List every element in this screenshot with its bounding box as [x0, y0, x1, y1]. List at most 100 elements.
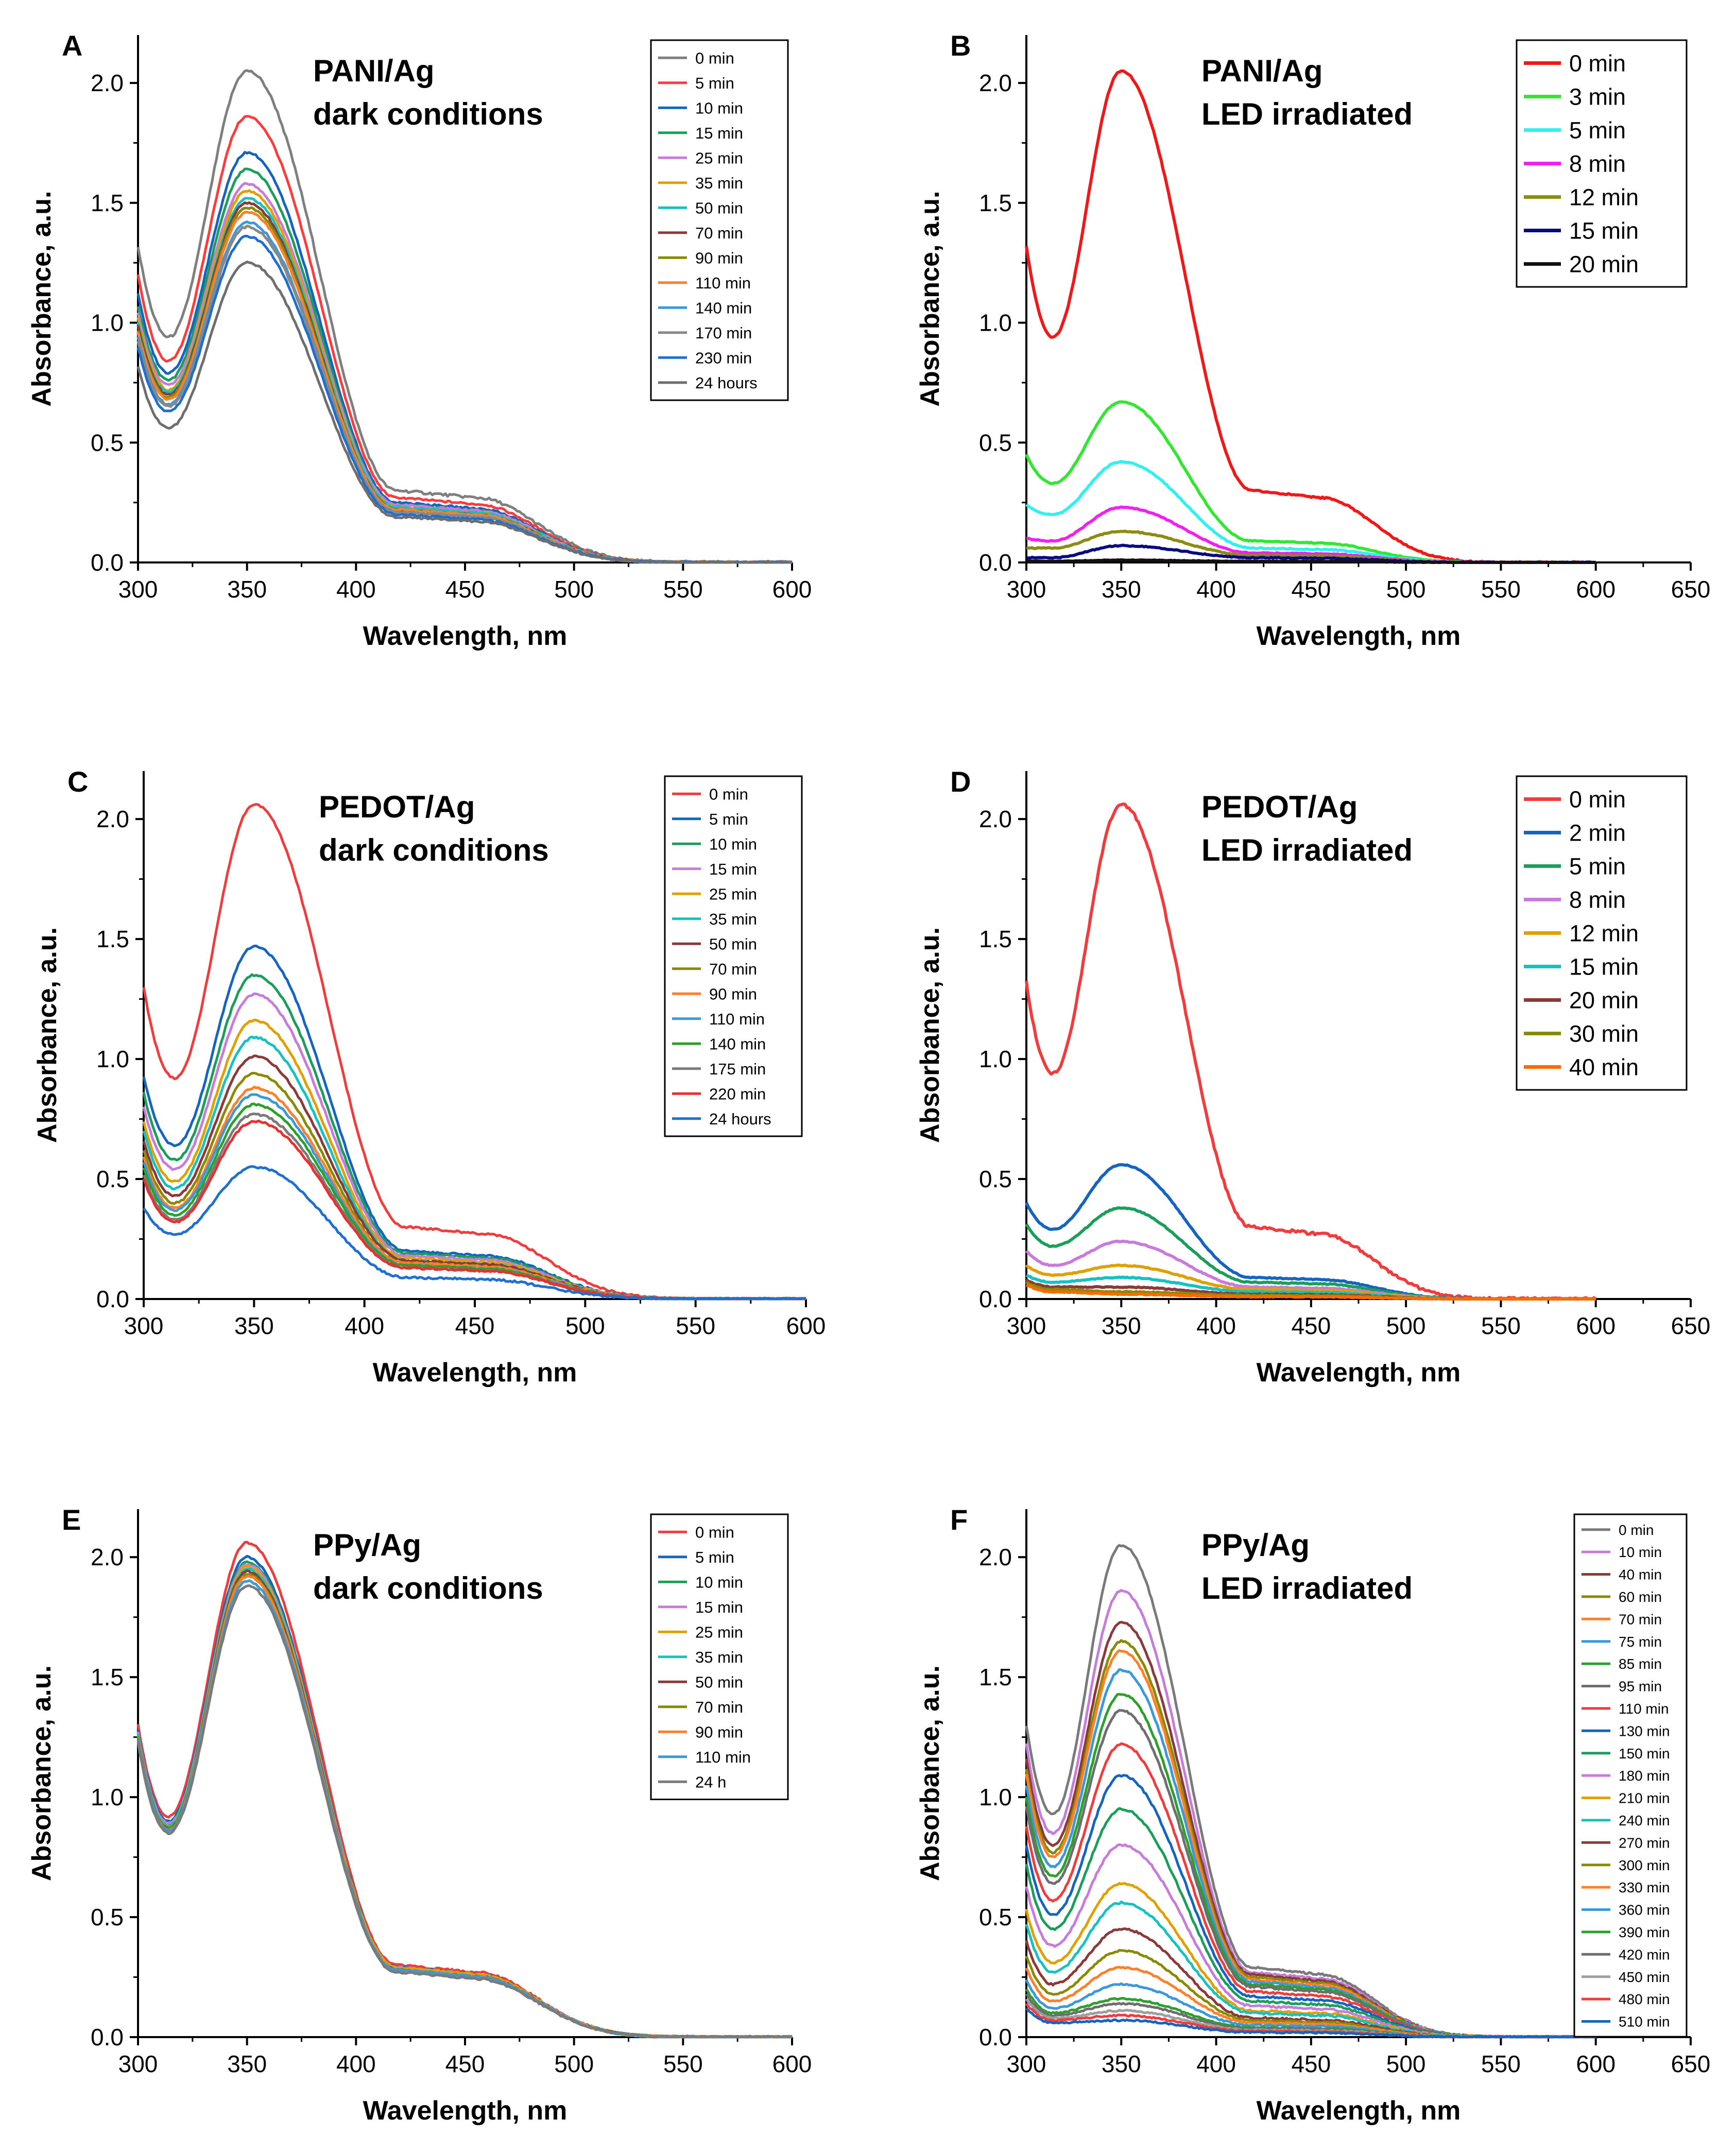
x-tick-label: 450: [455, 1312, 495, 1339]
legend-label: 15 min: [709, 860, 757, 878]
series-line: [1025, 1843, 1596, 2039]
legend-label: 0 min: [1619, 1522, 1654, 1538]
y-tick-label: 1.5: [91, 190, 124, 216]
y-tick-label: 2.0: [91, 70, 124, 96]
x-tick-label: 500: [554, 2051, 594, 2077]
panel-letter: B: [950, 29, 971, 62]
series-line: [142, 1165, 806, 1301]
y-tick-label: 0.5: [91, 429, 124, 456]
legend: 0 min 3 min 5 min 8 min 12 min 15 min 20 min: [1516, 39, 1688, 288]
y-tick-label: 0.0: [91, 549, 124, 576]
chart-title-line: LED irradiated: [1201, 97, 1413, 131]
x-tick-label: 350: [227, 576, 267, 603]
x-tick-label: 300: [118, 576, 158, 603]
legend-label: 20 min: [1569, 987, 1639, 1014]
y-tick-label: 1.0: [96, 1046, 129, 1072]
legend-label: 8 min: [1569, 887, 1626, 913]
legend-label: 70 min: [695, 1698, 743, 1716]
x-tick-label: 350: [234, 1312, 274, 1339]
legend-label: 170 min: [695, 324, 752, 342]
x-tick-label: 600: [772, 2051, 812, 2077]
legend-label: 0 min: [1569, 787, 1626, 813]
x-tick-label: 550: [1481, 576, 1521, 603]
legend-label: 40 min: [1619, 1567, 1662, 1583]
y-tick-label: 1.0: [979, 1784, 1012, 1810]
y-tick-label: 1.0: [91, 1784, 124, 1810]
legend-label: 140 min: [709, 1035, 766, 1053]
chart-panel-d: 300 350 400 450 500 550 600 650 0.0 0.5 1.0 1.5 2.0 W…: [915, 765, 1710, 1388]
chart-title-line: dark conditions: [319, 833, 549, 867]
y-tick-label: 1.5: [979, 926, 1012, 952]
legend-label: 110 min: [695, 1748, 751, 1766]
legend-label: 50 min: [695, 1673, 743, 1691]
y-tick-label: 2.0: [91, 1544, 124, 1570]
legend-label: 50 min: [695, 199, 743, 217]
legend-label: 270 min: [1619, 1835, 1670, 1851]
legend-label: 12 min: [1569, 920, 1639, 947]
x-tick-label: 300: [1007, 1312, 1046, 1339]
x-tick-label: 300: [118, 2051, 158, 2077]
series-line: [1025, 1742, 1596, 2039]
legend: 0 min 5 min 10 min 15 min 25 min 35 min 50 min…: [664, 775, 803, 1137]
legend-label: 85 min: [1619, 1656, 1662, 1672]
series-line: [1026, 505, 1596, 564]
y-tick-label: 0.5: [979, 1166, 1012, 1192]
y-axis-label: Absorbance, a.u.: [915, 191, 945, 407]
series-line: [1025, 1283, 1596, 1301]
legend-label: 10 min: [695, 1573, 743, 1591]
y-tick-label: 0.0: [979, 549, 1012, 576]
x-tick-label: 400: [1196, 2051, 1236, 2077]
y-axis-label: Absorbance, a.u.: [32, 927, 62, 1143]
legend-label: 300 min: [1619, 1857, 1670, 1873]
legend-label: 25 min: [709, 885, 757, 903]
legend-label: 110 min: [1619, 1701, 1669, 1717]
chart-panel-a: 300 350 400 450 500 550 600 0.0 0.5 1.0 1.5 2.0 Wave…: [27, 29, 812, 651]
legend-box: [650, 39, 789, 401]
x-axis-label: Wavelength, nm: [373, 1358, 577, 1388]
legend-label: 24 h: [695, 1773, 726, 1791]
x-tick-label: 600: [1576, 1312, 1615, 1339]
chart-title-line: PEDOT/Ag: [319, 790, 475, 824]
legend-label: 450 min: [1619, 1969, 1670, 1985]
series-line: [1025, 1807, 1596, 2039]
y-tick-label: 2.0: [96, 806, 129, 832]
legend-label: 390 min: [1619, 1924, 1670, 1940]
x-tick-label: 600: [1576, 2051, 1615, 2077]
legend-label: 175 min: [709, 1060, 766, 1078]
y-tick-label: 1.5: [979, 190, 1012, 216]
series-line: [1025, 802, 1597, 1301]
legend-label: 8 min: [1569, 151, 1626, 177]
legend-label: 75 min: [1619, 1634, 1662, 1650]
y-tick-label: 0.0: [91, 2024, 124, 2051]
chart-title-line: dark conditions: [313, 1571, 543, 1605]
x-tick-label: 450: [445, 576, 485, 603]
legend: 0 min 2 min 5 min 8 min 12 min 15 min 20 min 30…: [1516, 775, 1688, 1091]
legend-label: 90 min: [695, 249, 743, 267]
x-tick-label: 500: [1386, 1312, 1426, 1339]
series-line: [136, 1584, 793, 2039]
legend-label: 420 min: [1619, 1946, 1670, 1962]
legend-label: 40 min: [1569, 1054, 1639, 1081]
legend-label: 60 min: [1619, 1589, 1662, 1605]
x-tick-label: 650: [1671, 2051, 1711, 2077]
legend-label: 90 min: [695, 1723, 743, 1741]
legend-box: [664, 775, 803, 1137]
chart-title-line: LED irradiated: [1201, 833, 1413, 867]
x-tick-label: 350: [227, 2051, 267, 2077]
y-tick-label: 0.5: [96, 1166, 129, 1192]
legend-label: 210 min: [1619, 1790, 1670, 1806]
chart-title-line: LED irradiated: [1201, 1571, 1413, 1605]
legend-label: 95 min: [1619, 1679, 1662, 1695]
x-tick-label: 300: [124, 1312, 164, 1339]
x-tick-label: 550: [663, 576, 703, 603]
y-tick-label: 0.0: [96, 1286, 129, 1312]
legend-label: 15 min: [695, 124, 743, 142]
y-tick-label: 1.0: [91, 310, 124, 336]
y-tick-label: 0.5: [979, 429, 1012, 456]
legend-label: 20 min: [1569, 251, 1639, 278]
y-tick-label: 1.5: [979, 1664, 1012, 1690]
x-tick-label: 650: [1671, 576, 1711, 603]
series-line: [136, 260, 793, 564]
x-tick-label: 650: [1671, 1312, 1711, 1339]
legend-label: 15 min: [1569, 218, 1639, 244]
